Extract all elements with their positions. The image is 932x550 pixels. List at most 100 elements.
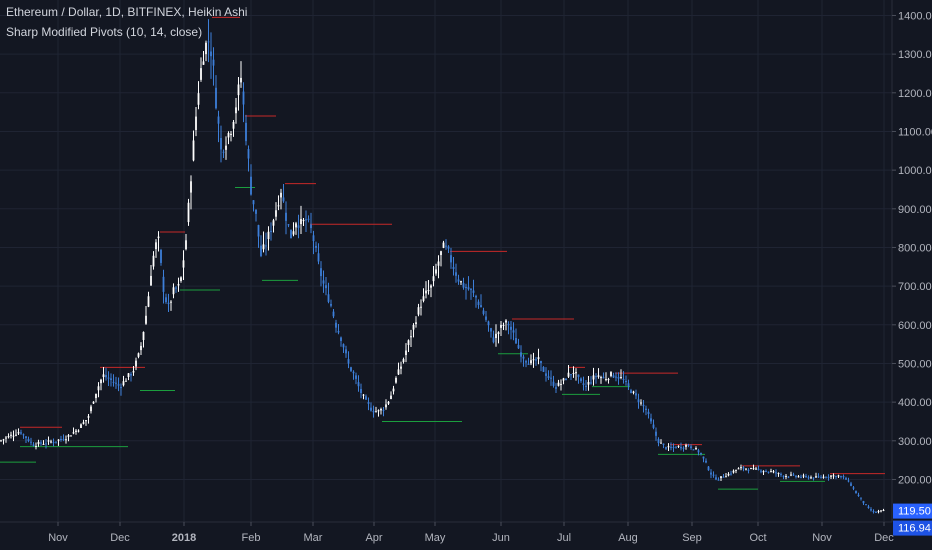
candle-body (880, 510, 882, 512)
candle-body (692, 449, 695, 451)
candle-body (392, 388, 395, 392)
candle-body (62, 439, 65, 441)
candle-body (310, 224, 312, 229)
candle-body (192, 140, 195, 161)
candle-body (22, 434, 25, 436)
time-tick-label: Feb (242, 532, 261, 544)
time-tick-label: May (425, 532, 446, 544)
candle-body (750, 468, 752, 470)
candle-body (642, 404, 645, 407)
candle-body (450, 255, 452, 263)
candle-body (760, 470, 762, 472)
candle-body (112, 381, 115, 383)
candle-body (470, 288, 472, 290)
time-tick-label: Sep (682, 532, 702, 544)
candle-body (160, 250, 162, 263)
candle-body (532, 359, 535, 361)
candle-body (25, 436, 27, 438)
last-price-tag (893, 503, 932, 519)
candle-body (317, 253, 320, 262)
candle-body (797, 476, 800, 478)
candle-body (437, 261, 440, 266)
candle-body (685, 444, 687, 447)
candle-body (357, 382, 360, 387)
candle-body (65, 439, 67, 441)
candle-body (182, 260, 185, 268)
candle-body (767, 471, 770, 473)
candle-body (820, 477, 822, 479)
candle-body (787, 476, 790, 478)
candle-body (370, 407, 372, 411)
candle-body (755, 468, 757, 470)
price-tags: 119.50 116.94 (893, 503, 932, 536)
candle-body (82, 422, 85, 424)
second-price-label: 116.94 (898, 523, 931, 535)
candle-body (465, 287, 467, 289)
candle-body (445, 245, 447, 247)
candle-body (505, 320, 507, 323)
candle-body (730, 473, 732, 475)
candle-body (602, 377, 605, 379)
candle-body (742, 467, 745, 469)
candle-body (137, 353, 140, 357)
candle-body (245, 122, 247, 142)
time-tick-label: 2018 (172, 532, 196, 544)
candle-body (395, 377, 397, 383)
candle-body (350, 367, 352, 371)
candle-body (252, 200, 255, 205)
candle-body (412, 324, 415, 330)
candle-body (807, 477, 810, 479)
candle-body (67, 435, 70, 437)
price-axis[interactable]: 200.00 300.00 400.00 500.00 600.00 700.00 800.… (892, 10, 932, 486)
candle-body (752, 468, 755, 470)
candle-body (215, 87, 217, 109)
candle-body (720, 476, 722, 478)
candle-body (320, 268, 322, 277)
candle-body (390, 395, 392, 400)
candle-body (630, 390, 632, 393)
time-axis[interactable]: Nov Dec 2018 Feb Mar Apr May Jun Jul Aug Sep Oct Nov… (48, 522, 894, 544)
candle-body (785, 476, 787, 478)
candle-body (480, 305, 482, 308)
candle-body (405, 350, 407, 355)
candle-body (75, 430, 77, 432)
candle-body (440, 251, 442, 256)
candle-body (197, 93, 200, 105)
candle-body (477, 301, 480, 306)
candle-body (92, 401, 95, 404)
time-tick-label: Mar (304, 532, 323, 544)
candle-body (627, 383, 630, 387)
candle-body (157, 236, 160, 239)
candle-body (217, 116, 220, 124)
candle-body (240, 77, 242, 83)
candle-body (535, 359, 537, 361)
candle-body (340, 337, 342, 341)
candle-body (375, 411, 377, 413)
candle-body (857, 494, 860, 496)
candle-body (715, 477, 717, 480)
candle-body (70, 435, 72, 437)
candle-body (402, 359, 405, 363)
candle-body (762, 471, 765, 473)
candle-body (325, 285, 327, 289)
candle-body (95, 393, 97, 399)
candle-body (467, 287, 470, 290)
candle-body (312, 235, 315, 241)
candle-body (222, 151, 225, 153)
candle-body (582, 383, 585, 385)
candle-body (612, 375, 615, 378)
candle-body (10, 434, 12, 436)
candle-body (367, 402, 370, 404)
candle-body (205, 42, 207, 55)
candle-body (232, 121, 235, 129)
candle-body (475, 295, 477, 298)
candle-body (115, 382, 117, 384)
candle-body (237, 84, 240, 96)
candle-body (792, 474, 795, 476)
indicator-label[interactable]: Sharp Modified Pivots (10, 14, close) (6, 25, 203, 39)
candle-body (255, 209, 257, 214)
candle-body (125, 380, 127, 382)
candle-body (865, 504, 867, 506)
